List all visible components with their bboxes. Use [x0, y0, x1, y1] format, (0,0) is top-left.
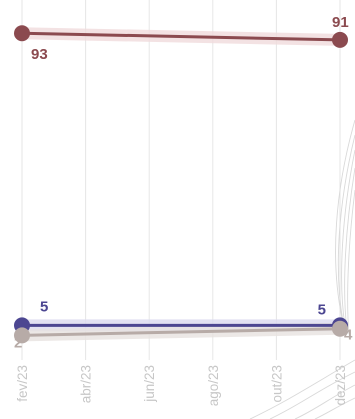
- x-tick-label: dez/23: [333, 365, 348, 406]
- background-curve: [294, 384, 355, 419]
- data-point: [332, 31, 348, 48]
- data-label: 4: [344, 327, 353, 344]
- data-label: 2: [14, 334, 22, 351]
- series-lines: [21, 31, 341, 337]
- background-curve: [335, 119, 355, 319]
- background-curve: [249, 359, 355, 419]
- x-tick-label: abr/23: [79, 365, 94, 403]
- background-curve: [337, 134, 355, 323]
- data-label: 93: [31, 46, 48, 63]
- data-labels: 93 91 5 5 2 4: [14, 14, 353, 351]
- x-tick-label: out/23: [269, 365, 284, 403]
- x-axis-ticks: fev/23 abr/23 jun/23 ago/23 out/23 dez/23: [15, 365, 348, 406]
- data-point: [14, 327, 30, 344]
- data-points: [14, 25, 348, 344]
- x-tick-label: jun/23: [142, 365, 157, 403]
- data-label: 91: [332, 14, 349, 31]
- confidence-bands: [16, 27, 346, 342]
- background-curve: [314, 397, 355, 419]
- background-curves: [249, 119, 355, 419]
- series-line: [21, 31, 341, 42]
- background-curve: [347, 189, 355, 335]
- background-curve: [344, 167, 355, 331]
- grid-lines: [21, 0, 341, 360]
- data-point: [332, 320, 348, 337]
- data-point: [14, 25, 30, 42]
- x-tick-label: fev/23: [15, 365, 30, 402]
- series-line: [21, 327, 341, 337]
- data-label: 5: [318, 301, 326, 318]
- background-curve: [341, 149, 355, 327]
- data-label: 5: [40, 298, 48, 315]
- background-curve: [269, 371, 355, 419]
- x-tick-label: ago/23: [206, 365, 221, 406]
